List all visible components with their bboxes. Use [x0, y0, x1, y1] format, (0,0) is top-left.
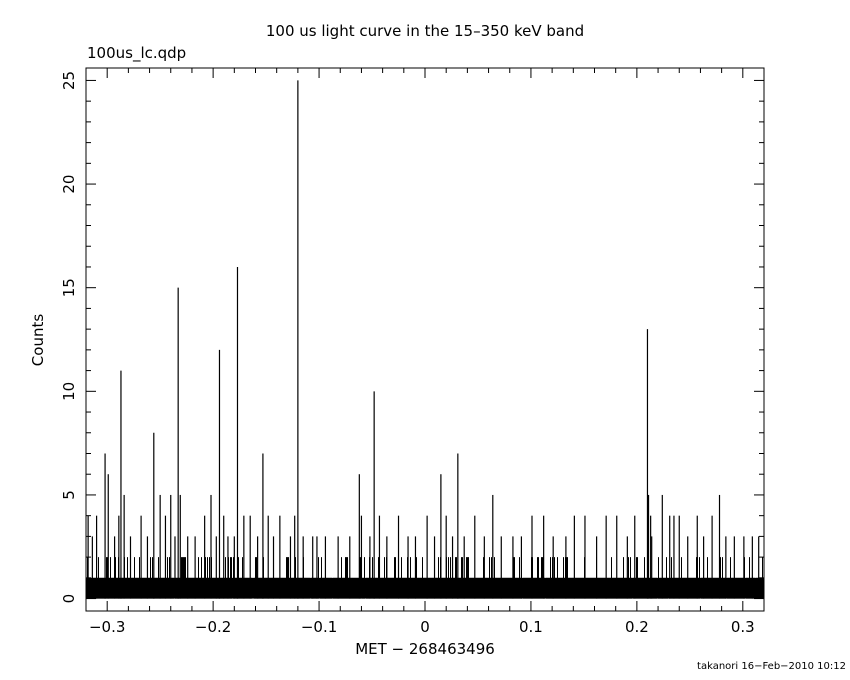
- baseline-band: [86, 577, 764, 599]
- chart-title: 100 us light curve in the 15–350 keV ban…: [265, 22, 585, 40]
- x-tick-label: −0.3: [89, 618, 125, 636]
- axis-ticks: [85, 68, 765, 611]
- footer-stamp: takanori 16−Feb−2010 10:12: [697, 661, 846, 672]
- y-tick-label: 10: [60, 382, 78, 401]
- y-tick-label: 25: [60, 71, 78, 90]
- y-tick-label: 20: [60, 175, 78, 194]
- x-axis-label: MET − 268463496: [355, 640, 495, 658]
- x-tick-label: −0.1: [301, 618, 337, 636]
- y-tick-label: 5: [60, 490, 78, 500]
- light-curve-bars: [86, 557, 764, 599]
- x-tick-label: 0: [420, 618, 430, 636]
- light-curve-spikes: [87, 80, 760, 599]
- y-axis-label: Counts: [29, 313, 47, 367]
- x-tick-label: 0.3: [731, 618, 755, 636]
- y-tick-label: 15: [60, 278, 78, 297]
- y-tick-label: 0: [60, 594, 78, 604]
- x-tick-label: −0.2: [195, 618, 231, 636]
- plot-frame: [85, 67, 765, 612]
- file-label: 100us_lc.qdp: [87, 44, 187, 62]
- x-tick-label: 0.1: [519, 618, 543, 636]
- x-tick-label: 0.2: [625, 618, 649, 636]
- axis-tick-labels: −0.3 −0.2 −0.1 0 0.1 0.2 0.3 0 5 10 15 20 25: [60, 71, 755, 636]
